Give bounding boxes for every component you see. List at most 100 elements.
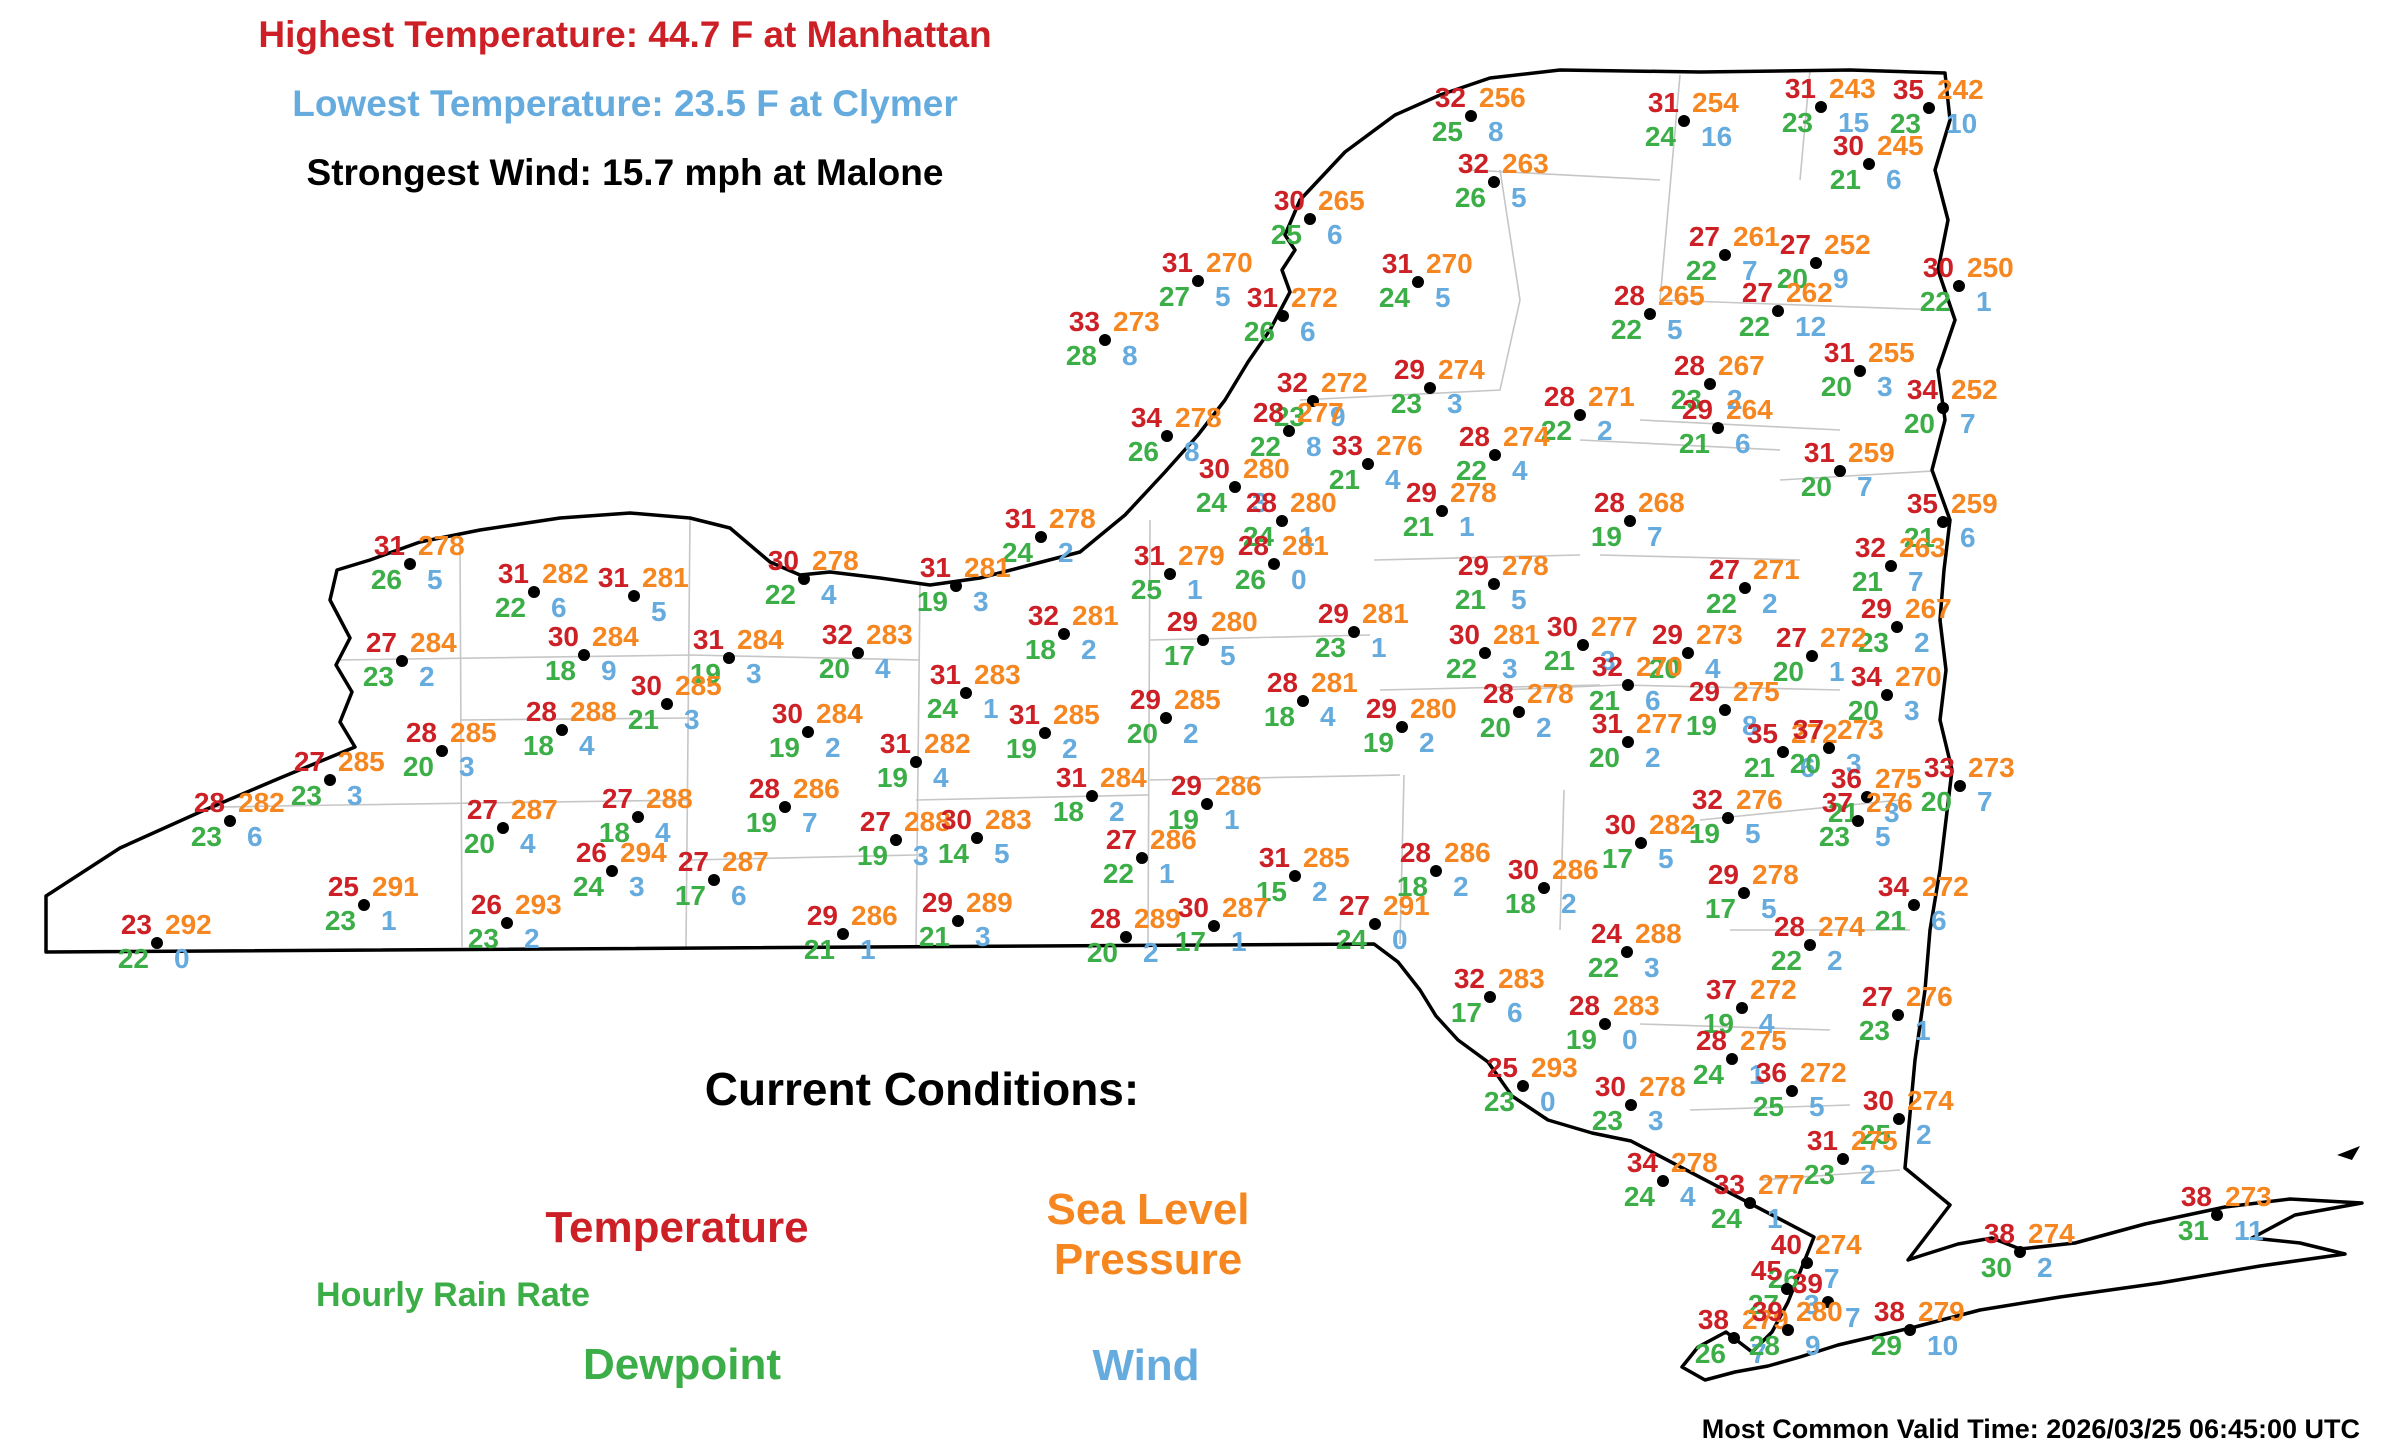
station-pressure: 270 [1426, 248, 1473, 279]
station-dot-icon [1782, 1324, 1794, 1336]
station-dot-icon [1863, 158, 1875, 170]
station-pressure: 264 [1726, 394, 1773, 425]
station-temperature: 31 [879, 728, 911, 759]
station-pressure: 281 [642, 562, 689, 593]
station-pressure: 252 [1951, 374, 1998, 405]
station-temperature: 31 [1647, 87, 1679, 118]
station-dewpoint: 26 [1243, 316, 1275, 347]
station-wind: 6 [1886, 164, 1902, 195]
station-wind: 2 [419, 661, 435, 692]
station-wind: 1 [983, 693, 999, 724]
station-wind: 2 [1143, 937, 1159, 968]
station-temperature: 27 [1708, 554, 1740, 585]
station-dot-icon [1854, 365, 1866, 377]
station-temperature: 32 [1854, 532, 1886, 563]
station-temperature: 28 [748, 773, 780, 804]
station-dewpoint: 19 [1167, 804, 1199, 835]
station-wind: 9 [601, 655, 617, 686]
station-dewpoint: 24 [1378, 282, 1410, 313]
station-dewpoint: 19 [745, 807, 777, 838]
station-wind: 5 [1667, 314, 1683, 345]
station-temperature: 39 [1751, 1296, 1783, 1327]
station-wind: 1 [1459, 511, 1475, 542]
station-dot-icon [1297, 695, 1309, 707]
station-dewpoint: 24 [1710, 1203, 1742, 1234]
station-pressure: 280 [1796, 1296, 1843, 1327]
station-temperature: 25 [1486, 1052, 1518, 1083]
station-dot-icon [1852, 815, 1864, 827]
station-dot-icon [1622, 679, 1634, 691]
station-dot-icon [1954, 780, 1966, 792]
station-wind: 8 [1122, 340, 1138, 371]
station-dewpoint: 23 [1314, 632, 1346, 663]
station-pressure: 245 [1877, 130, 1924, 161]
station-dewpoint: 21 [1851, 566, 1883, 597]
station-wind: 1 [1976, 286, 1992, 317]
station-wind: 6 [247, 821, 263, 852]
station-temperature: 29 [1681, 394, 1713, 425]
station-temperature: 30 [1862, 1085, 1894, 1116]
station-temperature: 27 [1105, 824, 1137, 855]
station-dot-icon [528, 586, 540, 598]
station-wind: 16 [1701, 121, 1733, 152]
station-pressure: 289 [966, 887, 1013, 918]
station-temperature: 31 [373, 530, 405, 561]
station-dewpoint: 23 [1889, 108, 1921, 139]
station-dot-icon [1726, 1053, 1738, 1065]
station-dewpoint: 23 [1803, 1159, 1835, 1190]
station-dewpoint: 22 [1685, 255, 1717, 286]
station-dot-icon [1058, 628, 1070, 640]
station-dot-icon [1430, 865, 1442, 877]
station-wind: 3 [1884, 797, 1900, 828]
station-dewpoint: 23 [1483, 1086, 1515, 1117]
station-pressure: 286 [1552, 854, 1599, 885]
station-dewpoint: 21 [627, 704, 659, 735]
station-dewpoint: 17 [1163, 640, 1195, 671]
station-wind: 6 [731, 880, 747, 911]
station-pressure: 288 [1635, 918, 1682, 949]
station-pressure: 282 [924, 728, 971, 759]
station-temperature: 27 [1779, 229, 1811, 260]
legend-wind: Wind [1092, 1341, 1200, 1390]
station-dot-icon [358, 899, 370, 911]
station-wind: 3 [1846, 748, 1862, 779]
station-dewpoint: 20 [1772, 656, 1804, 687]
station-dewpoint: 21 [1543, 645, 1575, 676]
station-temperature: 31 [1823, 337, 1855, 368]
station-dewpoint: 22 [1610, 314, 1642, 345]
station-temperature: 27 [1338, 890, 1370, 921]
station-dewpoint: 18 [522, 730, 554, 761]
station-dewpoint: 20 [1800, 471, 1832, 502]
station-wind: 5 [1435, 282, 1451, 313]
station-wind: 6 [1931, 905, 1947, 936]
station-dot-icon [910, 756, 922, 768]
station-pressure: 263 [1899, 532, 1946, 563]
station-dot-icon [1517, 1080, 1529, 1092]
station-dot-icon [1893, 1113, 1905, 1125]
station-dot-icon [1904, 1324, 1916, 1336]
station-dot-icon [1624, 515, 1636, 527]
station-pressure: 288 [570, 696, 617, 727]
station-wind: 1 [1299, 521, 1315, 552]
station-dot-icon [708, 874, 720, 886]
station-pressure: 292 [165, 909, 212, 940]
station-pressure: 280 [1211, 606, 1258, 637]
station-temperature: 29 [1688, 676, 1720, 707]
station-pressure: 284 [592, 621, 639, 652]
station-wind: 2 [1453, 871, 1469, 902]
station-pressure: 279 [1918, 1296, 1965, 1327]
station-wind: 8 [1742, 710, 1758, 741]
station-dewpoint: 21 [918, 921, 950, 952]
station-dewpoint: 22 [1738, 311, 1770, 342]
station-temperature: 27 [293, 746, 325, 777]
legend-title: Current Conditions: [704, 1063, 1140, 1115]
station-temperature: 28 [1613, 280, 1645, 311]
station-wind: 2 [1081, 634, 1097, 665]
station-dot-icon [1682, 647, 1694, 659]
station-wind: 3 [629, 871, 645, 902]
station-pressure: 273 [1113, 306, 1160, 337]
station-dot-icon [497, 822, 509, 834]
station-dot-icon [661, 698, 673, 710]
station-dewpoint: 26 [1127, 436, 1159, 467]
station-dot-icon [1577, 639, 1589, 651]
